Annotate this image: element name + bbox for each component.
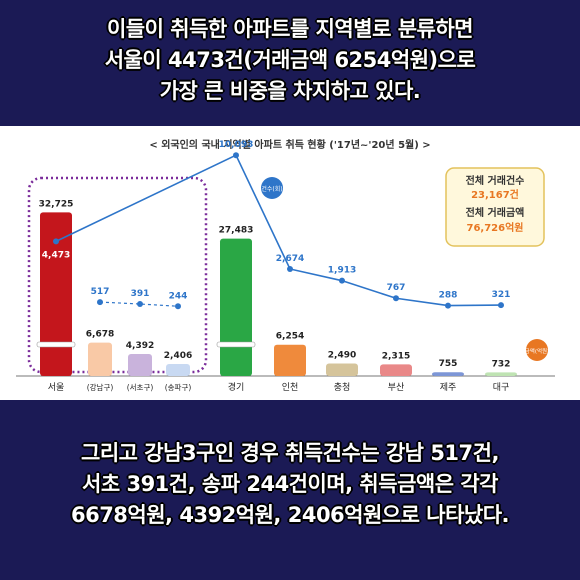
count-value-label-1: 4,473	[42, 250, 70, 260]
x-tick-label-7: 충청	[334, 382, 351, 393]
top-caption-line-3: 가장 큰 비중을 차지하고 있다.	[159, 79, 421, 103]
count-value-label-9: 288	[439, 291, 458, 301]
top-caption: 이들이 취득한 아파트를 지역별로 분류하면 서울이 4473건(거래금액 62…	[0, 14, 580, 107]
bar-1	[40, 212, 72, 376]
count-point-7	[339, 277, 345, 284]
bar-7	[326, 363, 358, 376]
x-tick-label-3: (서초구)	[127, 383, 154, 392]
count-value-label-6: 2,674	[276, 254, 304, 264]
bar-value-label-4: 2,406	[164, 351, 192, 361]
chart-panel: < 외국인의 국내 지역별 아파트 취득 현황 ('17년~'20년 5월) >…	[0, 126, 580, 400]
x-tick-label-5: 경기	[228, 381, 245, 393]
bar-10	[485, 372, 517, 376]
bar-value-label-9: 755	[439, 359, 458, 369]
x-tick-label-2: (강남구)	[87, 382, 114, 392]
count-point-2	[97, 299, 103, 306]
count-value-label-4: 244	[169, 291, 188, 301]
bottom-caption-line-2: 서초 391건, 송파 244건이며, 취득금액은 각각	[82, 472, 498, 496]
x-tick-label-9: 제주	[440, 382, 457, 393]
count-point-4	[175, 303, 181, 310]
summary-count-value: 23,167건	[471, 188, 519, 201]
count-point-1	[53, 238, 59, 245]
bar-value-label-3: 4,392	[126, 341, 154, 351]
top-caption-line-1: 이들이 취득한 아파트를 지역별로 분류하면	[106, 17, 474, 41]
count-point-6	[287, 265, 293, 272]
x-tick-label-8: 부산	[388, 382, 405, 393]
axis-break-mark-5	[216, 341, 256, 348]
bar-5	[220, 238, 252, 376]
seoul-group-outline	[27, 176, 208, 374]
count-point-8	[393, 295, 399, 302]
legend-count-badge: 건수(회)	[261, 177, 283, 199]
bottom-caption: 그리고 강남3구인 경우 취득건수는 강남 517건, 서초 391건, 송파 …	[0, 438, 580, 531]
legend-amount-badge: 금액(억원)	[525, 339, 550, 361]
bar-4	[166, 363, 190, 376]
count-line-seoul-districts	[99, 301, 179, 307]
bar-value-label-10: 732	[492, 359, 511, 369]
legend-amount-badge-dot	[526, 339, 548, 361]
bar-value-label-7: 2,490	[328, 351, 356, 361]
x-tick-label-1: 서울	[48, 382, 65, 393]
legend-count-badge-label: 건수(회)	[261, 185, 282, 193]
count-value-label-10: 321	[492, 290, 511, 300]
count-value-label-8: 767	[387, 283, 406, 293]
bar-value-label-8: 2,315	[382, 351, 410, 361]
summary-count-label: 전체 거래건수	[466, 174, 525, 187]
x-tick-label-4: (송파구)	[165, 383, 192, 392]
count-value-label-7: 1,913	[328, 266, 356, 276]
x-tick-label-10: 대구	[493, 382, 510, 393]
bar-8	[380, 364, 412, 376]
bar-9	[432, 372, 464, 376]
bar-value-label-2: 6,678	[86, 330, 114, 340]
count-point-10	[498, 302, 504, 309]
chart-svg: < 외국인의 국내 지역별 아파트 취득 현황 ('17년~'20년 5월) >…	[16, 138, 555, 393]
bar-value-label-1: 32,725	[39, 199, 74, 209]
count-point-5	[233, 152, 239, 159]
legend-count-badge-dot	[261, 177, 283, 199]
bar-value-label-5: 27,483	[219, 226, 254, 236]
summary-box: 전체 거래건수 23,167건 전체 거래금액 76,726억원	[445, 167, 545, 247]
count-point-3	[137, 301, 143, 308]
count-point-9	[445, 302, 451, 309]
top-caption-line-2: 서울이 4473건(거래금액 6254억원)으로	[104, 48, 476, 72]
summary-amount-label: 전체 거래금액	[466, 206, 525, 219]
bar-value-label-6: 6,254	[276, 332, 304, 342]
summary-box-frame	[445, 167, 545, 247]
bar-3	[128, 354, 152, 376]
count-value-label-2: 517	[91, 287, 110, 297]
count-value-label-5: 10,093	[219, 140, 254, 150]
axis-break-mark-1	[36, 341, 76, 348]
bar-2	[88, 342, 112, 376]
x-tick-label-6: 인천	[282, 382, 299, 393]
chart-title: < 외국인의 국내 지역별 아파트 취득 현황 ('17년~'20년 5월) >	[149, 138, 430, 151]
count-value-label-3: 391	[131, 289, 150, 299]
bar-6	[274, 344, 306, 376]
legend-amount-badge-label: 금액(억원)	[525, 347, 550, 355]
bottom-caption-line-3: 6678억원, 4392억원, 2406억원으로 나타났다.	[70, 503, 510, 527]
summary-amount-value: 76,726억원	[467, 221, 524, 234]
bottom-caption-line-1: 그리고 강남3구인 경우 취득건수는 강남 517건,	[81, 441, 499, 465]
